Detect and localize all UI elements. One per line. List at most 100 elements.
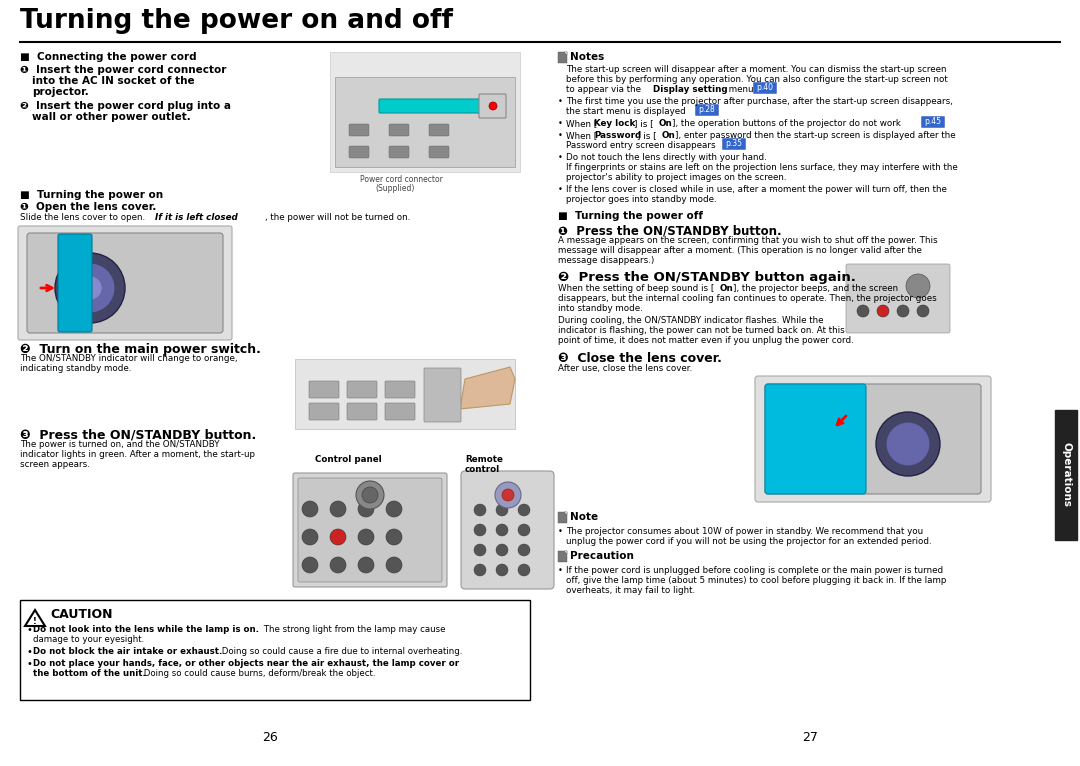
FancyBboxPatch shape [21,600,530,700]
Text: ] is [: ] is [ [637,131,657,140]
Text: After use, close the lens cover.: After use, close the lens cover. [558,364,692,373]
FancyBboxPatch shape [389,146,409,158]
FancyBboxPatch shape [349,124,369,136]
Text: ], the operation buttons of the projector do not work: ], the operation buttons of the projecto… [672,119,904,128]
Circle shape [496,564,508,576]
Text: Do not look into the lens while the lamp is on.: Do not look into the lens while the lamp… [33,625,259,634]
Text: damage to your eyesight.: damage to your eyesight. [33,635,145,644]
Text: If the power cord is unplugged before cooling is complete or the main power is t: If the power cord is unplugged before co… [566,566,943,575]
Text: screen appears.: screen appears. [21,460,90,469]
Text: disappears, but the internal cooling fan continues to operate. Then, the project: disappears, but the internal cooling fan… [558,294,936,303]
Text: ], the projector beeps, and the screen: ], the projector beeps, and the screen [733,284,899,293]
FancyBboxPatch shape [295,359,515,429]
Text: ] is [: ] is [ [634,119,653,128]
Circle shape [302,529,318,545]
FancyBboxPatch shape [723,139,745,149]
Polygon shape [564,512,567,515]
Text: •: • [558,97,563,106]
Text: Operations: Operations [1061,443,1071,508]
FancyBboxPatch shape [1055,410,1077,540]
FancyBboxPatch shape [429,146,449,158]
Circle shape [386,557,402,573]
Text: ❷  Press the ON/STANDBY button again.: ❷ Press the ON/STANDBY button again. [558,271,855,284]
Text: ❷  Insert the power cord plug into a: ❷ Insert the power cord plug into a [21,101,231,111]
Text: •: • [558,185,563,194]
Text: ■  Turning the power on: ■ Turning the power on [21,190,163,200]
Text: indicator is flashing, the power can not be turned back on. At this: indicator is flashing, the power can not… [558,326,845,335]
Text: p.28: p.28 [699,104,715,113]
Circle shape [386,501,402,517]
FancyBboxPatch shape [921,116,945,127]
Text: On: On [659,119,673,128]
Text: p.45: p.45 [924,116,942,126]
Text: The strong light from the lamp may cause: The strong light from the lamp may cause [261,625,446,634]
Text: Password: Password [594,131,642,140]
Polygon shape [564,52,567,55]
FancyBboxPatch shape [347,381,377,398]
FancyBboxPatch shape [349,146,369,158]
Circle shape [877,305,889,317]
Text: •: • [558,153,563,162]
Text: into standby mode.: into standby mode. [558,304,643,313]
FancyBboxPatch shape [335,77,515,167]
Text: A message appears on the screen, confirming that you wish to shut off the power.: A message appears on the screen, confirm… [558,236,937,245]
Circle shape [502,489,514,501]
Text: The first time you use the projector after purchase, after the start-up screen d: The first time you use the projector aft… [566,97,953,106]
Text: ], enter password then the start-up screen is displayed after the: ], enter password then the start-up scre… [675,131,956,140]
Text: (Supplied): (Supplied) [375,184,415,193]
Circle shape [496,504,508,516]
Circle shape [496,544,508,556]
Text: Doing so could cause a fire due to internal overheating.: Doing so could cause a fire due to inter… [219,647,462,656]
Text: On: On [662,131,676,140]
Text: menu: menu [726,85,756,94]
Circle shape [917,305,929,317]
Circle shape [518,504,530,516]
Text: Display setting: Display setting [653,85,728,94]
Text: before this by performing any operation. You can also configure the start-up scr: before this by performing any operation.… [566,75,948,84]
Circle shape [496,524,508,536]
Circle shape [518,564,530,576]
Text: , the power will not be turned on.: , the power will not be turned on. [265,213,410,222]
Circle shape [886,422,930,466]
Circle shape [474,544,486,556]
Circle shape [897,305,909,317]
Text: message will disappear after a moment. (This operation is no longer valid after : message will disappear after a moment. (… [558,246,922,255]
FancyBboxPatch shape [293,473,447,587]
FancyBboxPatch shape [379,99,481,113]
Text: •: • [558,566,563,575]
Text: the bottom of the unit.: the bottom of the unit. [33,669,146,678]
Circle shape [858,305,869,317]
Circle shape [906,274,930,298]
Circle shape [330,529,346,545]
FancyBboxPatch shape [347,403,377,420]
Text: projector goes into standby mode.: projector goes into standby mode. [566,195,717,204]
Text: On: On [720,284,733,293]
Text: Key lock: Key lock [594,119,635,128]
Text: ❸  Close the lens cover.: ❸ Close the lens cover. [558,352,721,365]
Text: projector's ability to project images on the screen.: projector's ability to project images on… [566,173,786,182]
Text: When the setting of beep sound is [: When the setting of beep sound is [ [558,284,714,293]
FancyBboxPatch shape [330,52,519,172]
Text: When [: When [ [566,131,597,140]
Text: •: • [27,659,32,669]
FancyBboxPatch shape [558,551,567,562]
Text: During cooling, the ON/STANDBY indicator flashes. While the: During cooling, the ON/STANDBY indicator… [558,316,824,325]
Circle shape [518,524,530,536]
FancyBboxPatch shape [696,104,718,116]
FancyBboxPatch shape [18,226,232,340]
Text: ■  Turning the power off: ■ Turning the power off [558,211,703,221]
Polygon shape [25,610,45,626]
Circle shape [474,564,486,576]
Text: Notes: Notes [570,52,604,62]
Text: 26: 26 [262,731,278,744]
Text: Power cord connector: Power cord connector [360,175,443,184]
FancyBboxPatch shape [429,124,449,136]
Text: unplug the power cord if you will not be using the projector for an extended per: unplug the power cord if you will not be… [566,537,932,546]
Text: If fingerprints or stains are left on the projection lens surface, they may inte: If fingerprints or stains are left on th… [566,163,958,172]
Text: point of time, it does not matter even if you unplug the power cord.: point of time, it does not matter even i… [558,336,854,345]
Text: message disappears.): message disappears.) [558,256,654,265]
Text: The ON/STANDBY indicator will change to orange,: The ON/STANDBY indicator will change to … [21,354,238,363]
Text: ❷  Turn on the main power switch.: ❷ Turn on the main power switch. [21,343,261,356]
Text: control: control [465,465,500,474]
FancyBboxPatch shape [461,471,554,589]
